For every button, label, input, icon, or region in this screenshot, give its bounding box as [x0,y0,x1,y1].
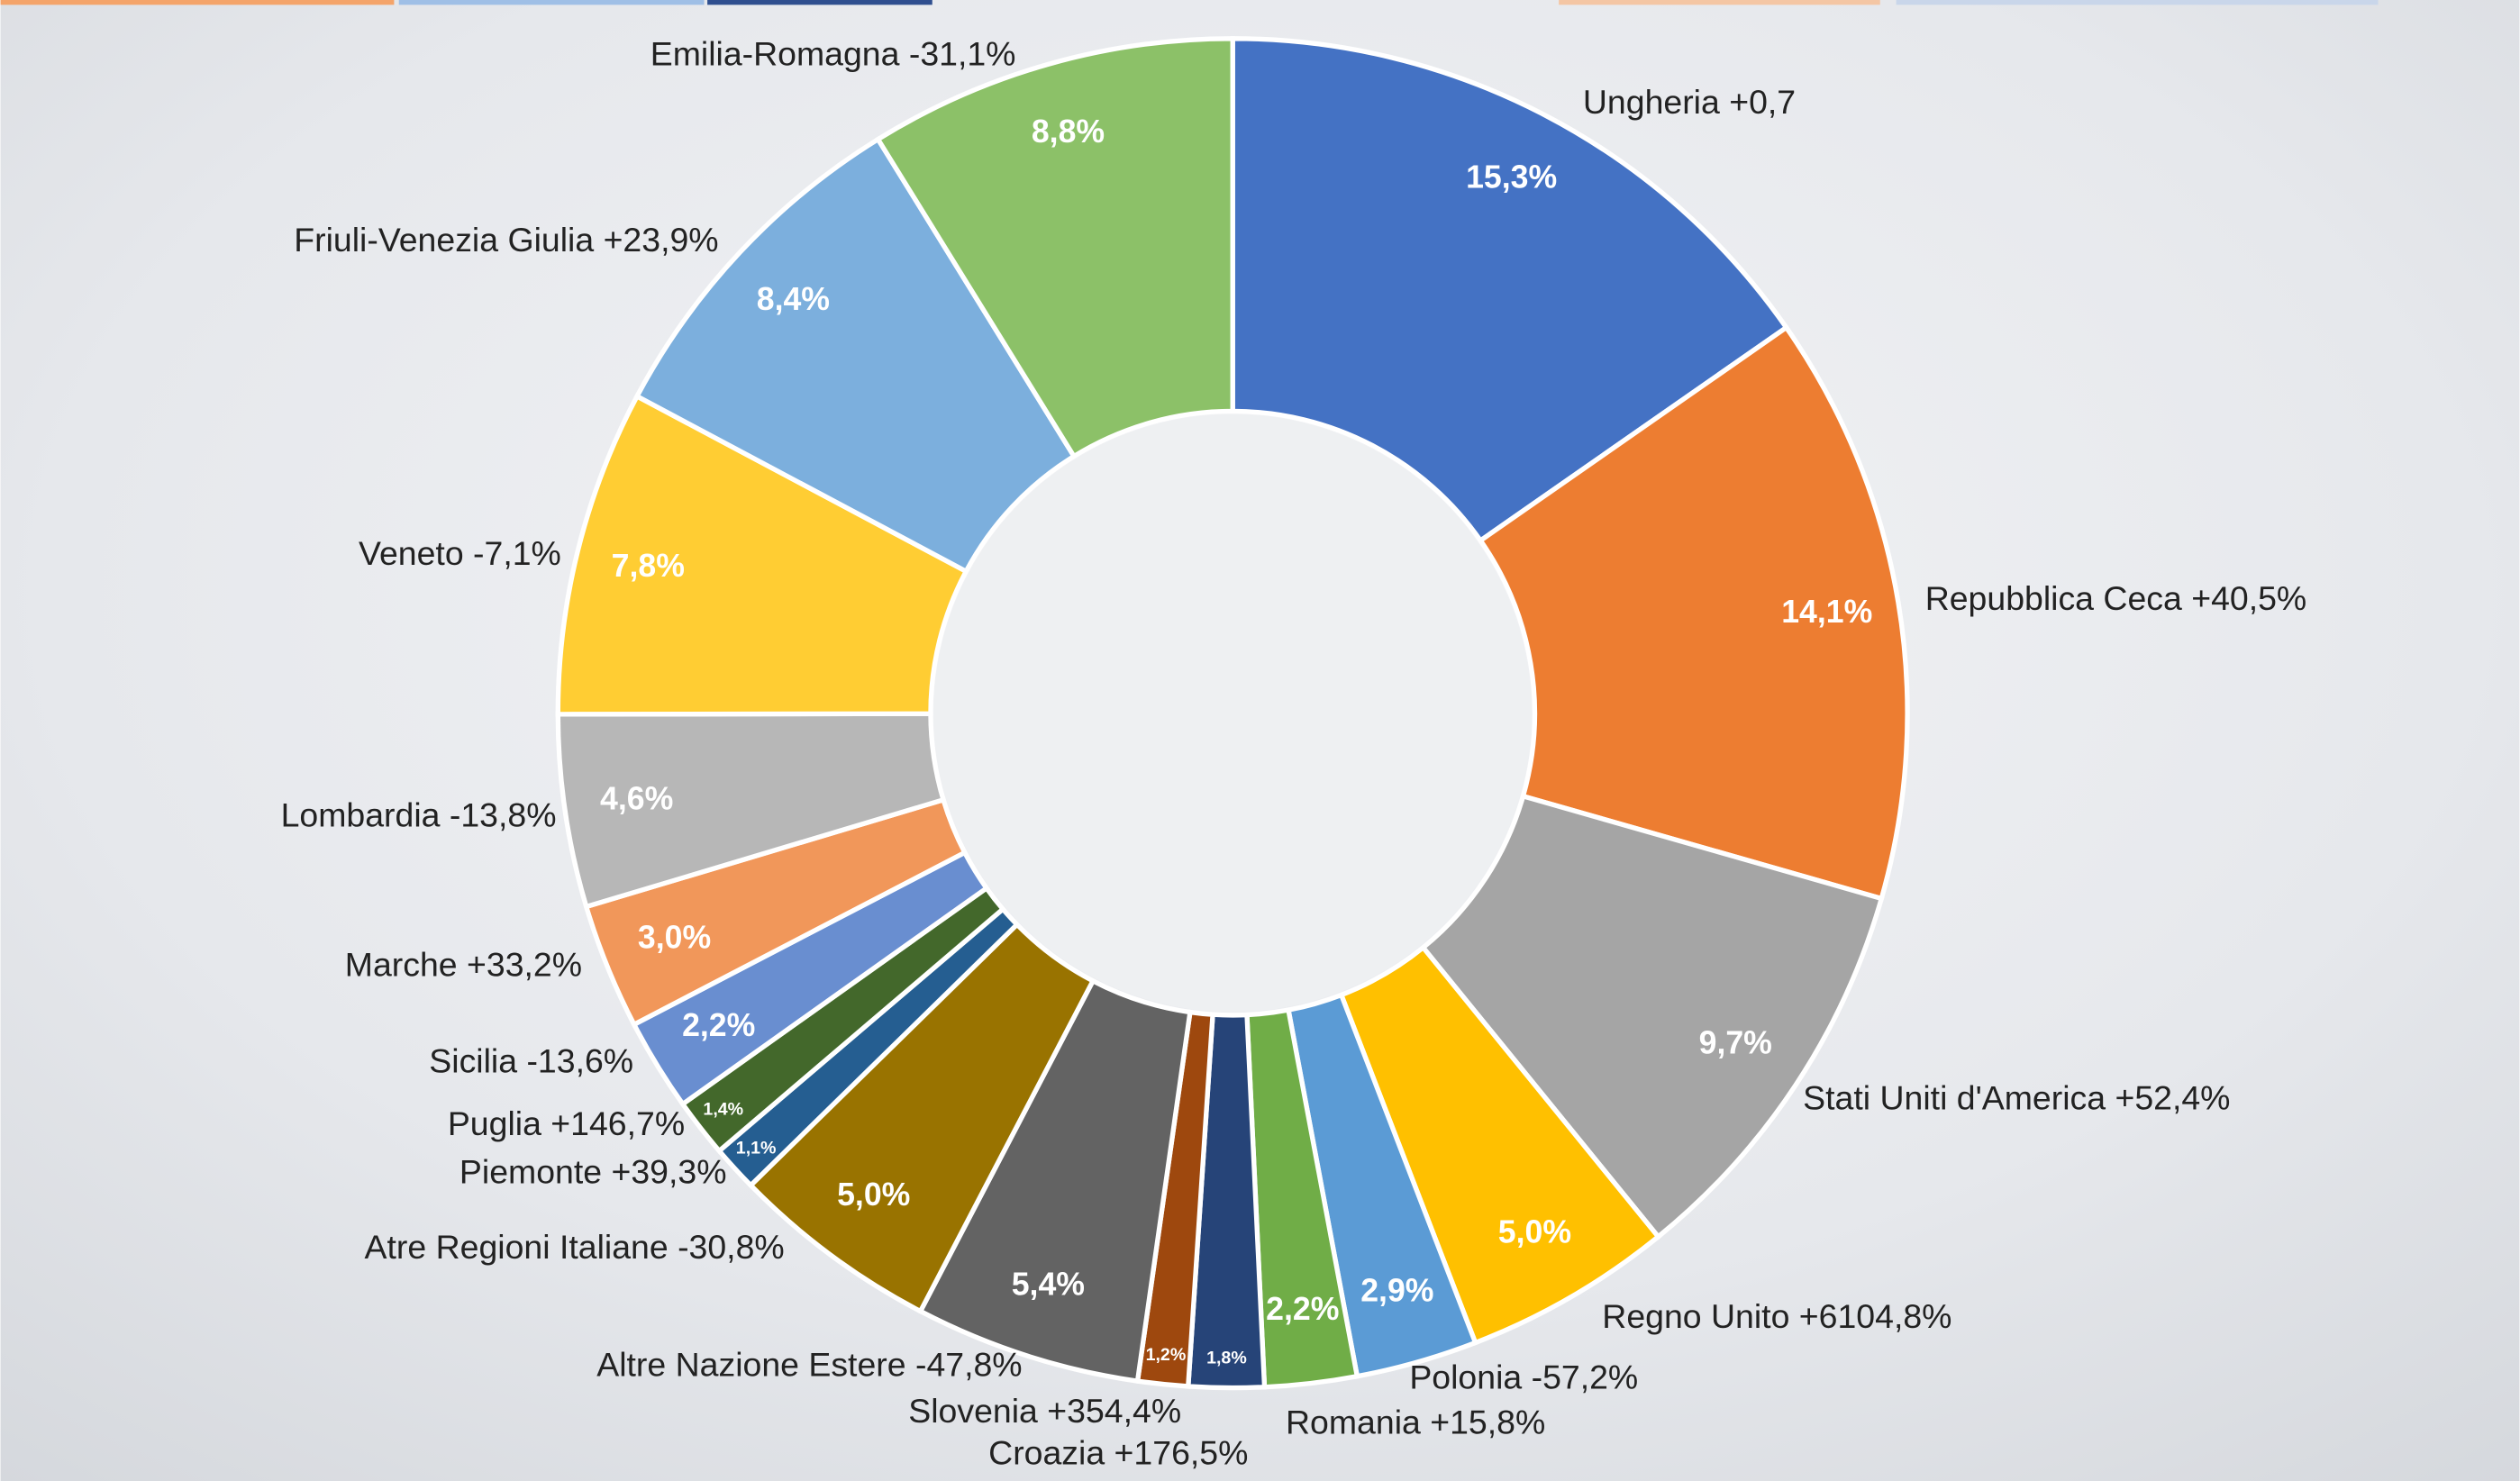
category-label: Atre Regioni Italiane -30,8% [365,1228,785,1266]
category-label: Repubblica Ceca +40,5% [1925,579,2307,617]
value-label: 1,1% [736,1139,777,1158]
value-label: 5,4% [1012,1267,1085,1303]
category-label: Lombardia -13,8% [281,795,557,833]
top-strip [0,0,395,5]
donut-slice [1230,36,1790,544]
category-label: Puglia +146,7% [448,1104,685,1142]
category-label: Croazia +176,5% [988,1433,1248,1471]
value-label: 4,6% [600,781,673,817]
value-label: 2,2% [682,1007,755,1043]
donut-slice [874,36,1235,460]
value-label: 8,8% [1032,114,1105,150]
value-label: 15,3% [1466,159,1557,195]
top-strip [1559,0,1880,5]
value-label: 2,2% [1266,1291,1339,1327]
category-label: Altre Nazione Estere -47,8% [596,1345,1022,1383]
value-label: 5,0% [837,1177,910,1213]
value-label: 5,0% [1498,1214,1571,1250]
top-strip [1896,0,2379,5]
value-label: 2,9% [1360,1272,1433,1308]
plot: 15,3% Ungheria +0,7 14,1% Repubblica Ceca +… [281,34,2307,1471]
value-label: 9,7% [1699,1024,1772,1060]
donut-slice [1419,793,1885,1240]
donut-slice [1477,323,1910,902]
value-label: 3,0% [638,919,711,955]
category-label: Piemonte +39,3% [459,1152,727,1190]
category-label: Marche +33,2% [345,945,582,983]
value-label: 1,8% [1206,1349,1247,1368]
category-label: Slovenia +354,4% [908,1392,1181,1430]
value-label: 7,8% [612,548,685,584]
category-label: Regno Unito +6104,8% [1602,1297,1951,1335]
category-label: Friuli-Venezia Giulia +23,9% [294,221,718,259]
category-label: Polonia -57,2% [1409,1358,1638,1396]
category-label: Romania +15,8% [1286,1403,1545,1440]
top-strip [398,0,705,5]
category-label: Sicilia -13,6% [429,1041,633,1079]
donut-slice [633,135,1078,575]
category-label: Ungheria +0,7 [1583,83,1796,121]
top-strip [707,0,932,5]
value-label: 8,4% [757,281,830,317]
category-label: Veneto -7,1% [359,534,561,572]
value-label: 1,2% [1146,1345,1187,1365]
value-label: 1,4% [703,1099,743,1119]
category-label: Emilia-Romagna -31,1% [650,34,1016,72]
donut-hole [933,414,1532,1013]
value-label: 14,1% [1781,594,1872,630]
category-label: Stati Uniti d'America +52,4% [1803,1078,2230,1116]
donut-slice [555,393,969,717]
